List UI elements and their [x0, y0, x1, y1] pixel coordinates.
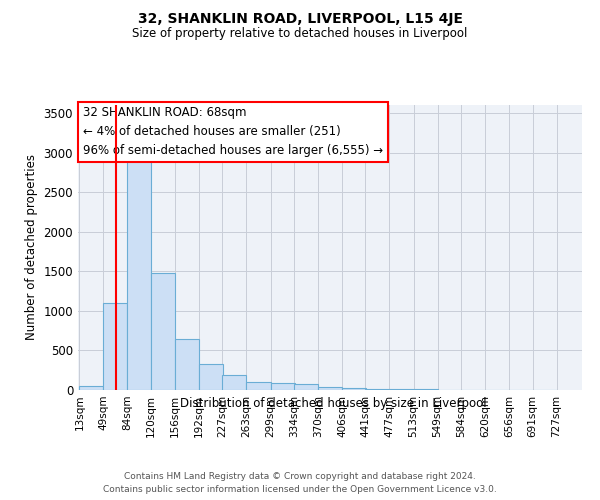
- Text: Distribution of detached houses by size in Liverpool: Distribution of detached houses by size …: [179, 398, 487, 410]
- Text: 32, SHANKLIN ROAD, LIVERPOOL, L15 4JE: 32, SHANKLIN ROAD, LIVERPOOL, L15 4JE: [137, 12, 463, 26]
- Text: Contains public sector information licensed under the Open Government Licence v3: Contains public sector information licen…: [103, 485, 497, 494]
- Y-axis label: Number of detached properties: Number of detached properties: [25, 154, 38, 340]
- Bar: [103, 303, 127, 390]
- Bar: [389, 388, 413, 390]
- Bar: [294, 384, 318, 390]
- Text: 32 SHANKLIN ROAD: 68sqm
← 4% of detached houses are smaller (251)
96% of semi-de: 32 SHANKLIN ROAD: 68sqm ← 4% of detached…: [83, 106, 383, 158]
- Bar: [342, 388, 366, 390]
- Text: Contains HM Land Registry data © Crown copyright and database right 2024.: Contains HM Land Registry data © Crown c…: [124, 472, 476, 481]
- Bar: [365, 389, 389, 390]
- Bar: [151, 273, 175, 390]
- Bar: [175, 340, 199, 390]
- Bar: [271, 384, 295, 390]
- Bar: [247, 382, 271, 390]
- Bar: [79, 386, 103, 390]
- Bar: [199, 364, 223, 390]
- Text: Size of property relative to detached houses in Liverpool: Size of property relative to detached ho…: [133, 28, 467, 40]
- Bar: [223, 374, 247, 390]
- Bar: [127, 160, 151, 390]
- Bar: [318, 387, 342, 390]
